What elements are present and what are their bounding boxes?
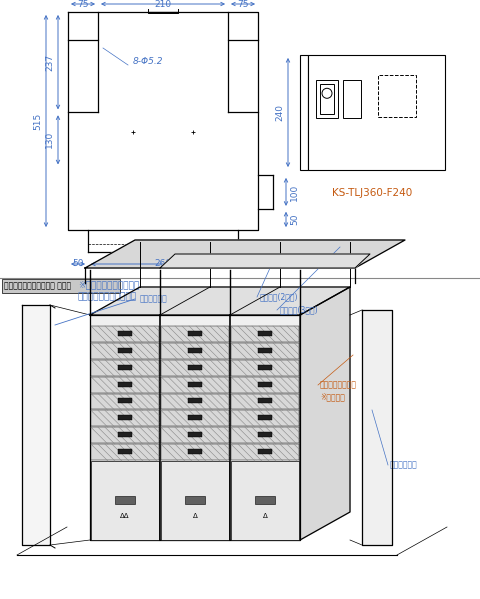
Bar: [258, 331, 272, 336]
Polygon shape: [90, 315, 300, 540]
Text: 郵便受箱取付下地: 郵便受箱取付下地: [320, 380, 357, 389]
Polygon shape: [160, 254, 370, 268]
Text: サイドパネル・上パネル 取付図: サイドパネル・上パネル 取付図: [4, 282, 71, 291]
Bar: [231, 427, 299, 443]
Polygon shape: [90, 287, 350, 315]
Bar: [91, 394, 159, 409]
Bar: [258, 398, 272, 404]
Bar: [343, 80, 361, 118]
Polygon shape: [362, 310, 392, 545]
Bar: [161, 444, 229, 460]
Text: 50: 50: [290, 214, 299, 225]
Text: 50: 50: [72, 259, 84, 268]
Bar: [118, 398, 132, 404]
Text: ΔΔ: ΔΔ: [120, 513, 130, 519]
Text: 上パネル(3列用): 上パネル(3列用): [280, 305, 319, 314]
Text: 75: 75: [237, 0, 249, 9]
Bar: [185, 496, 205, 504]
Text: サイドパネル: サイドパネル: [140, 295, 168, 304]
Polygon shape: [300, 287, 350, 540]
Bar: [258, 432, 272, 437]
Bar: [118, 432, 132, 437]
Bar: [258, 449, 272, 454]
Text: ※注）参照: ※注）参照: [320, 392, 345, 401]
Bar: [91, 427, 159, 443]
Bar: [231, 394, 299, 409]
Text: 130: 130: [45, 131, 54, 149]
Bar: [118, 382, 132, 386]
Bar: [188, 365, 202, 370]
Text: Δ: Δ: [263, 513, 267, 519]
Text: 237: 237: [45, 53, 54, 71]
Bar: [118, 331, 132, 336]
Text: 上パネル(2列用): 上パネル(2列用): [260, 292, 299, 301]
Bar: [231, 360, 299, 376]
Bar: [118, 365, 132, 370]
Bar: [161, 394, 229, 409]
Bar: [188, 398, 202, 404]
Bar: [231, 326, 299, 342]
Bar: [258, 415, 272, 420]
Bar: [91, 360, 159, 376]
Text: サイドパネル: サイドパネル: [390, 461, 418, 470]
Bar: [91, 377, 159, 392]
Bar: [161, 326, 229, 342]
Bar: [151, 247, 175, 252]
Text: Δ: Δ: [192, 513, 197, 519]
Bar: [231, 461, 299, 540]
Text: 260: 260: [155, 259, 171, 268]
Bar: [118, 415, 132, 420]
Text: KS-TLJ360-F240: KS-TLJ360-F240: [332, 188, 413, 198]
Bar: [188, 449, 202, 454]
Text: ※デリバリーボックスの: ※デリバリーボックスの: [78, 280, 139, 289]
Bar: [231, 343, 299, 359]
Bar: [161, 377, 229, 392]
Bar: [161, 461, 229, 540]
Bar: [231, 444, 299, 460]
Text: 100: 100: [290, 183, 299, 201]
Bar: [258, 365, 272, 370]
Bar: [118, 449, 132, 454]
Bar: [308, 55, 445, 170]
Bar: [91, 410, 159, 426]
Bar: [91, 444, 159, 460]
Bar: [258, 382, 272, 386]
Text: 8-Φ5.2: 8-Φ5.2: [133, 58, 164, 66]
Text: 50: 50: [242, 259, 254, 268]
Bar: [300, 55, 308, 170]
Text: 上面は全て同じです。: 上面は全て同じです。: [78, 292, 137, 301]
Polygon shape: [22, 305, 50, 545]
Bar: [188, 382, 202, 386]
Text: 210: 210: [155, 0, 171, 9]
Bar: [2, 279, 120, 293]
Bar: [255, 496, 275, 504]
Text: 515: 515: [33, 113, 42, 129]
Bar: [115, 496, 135, 504]
Bar: [316, 80, 338, 118]
Bar: [118, 348, 132, 353]
Bar: [161, 427, 229, 443]
Bar: [320, 84, 334, 114]
Bar: [231, 410, 299, 426]
Text: 75: 75: [77, 0, 89, 9]
Bar: [161, 343, 229, 359]
Bar: [161, 360, 229, 376]
Bar: [188, 348, 202, 353]
Bar: [188, 415, 202, 420]
Bar: [231, 377, 299, 392]
Bar: [161, 410, 229, 426]
Text: 240: 240: [275, 104, 284, 121]
Bar: [91, 461, 159, 540]
Bar: [258, 348, 272, 353]
Bar: [91, 326, 159, 342]
Bar: [378, 75, 416, 117]
Bar: [188, 331, 202, 336]
Bar: [188, 432, 202, 437]
Polygon shape: [85, 240, 405, 268]
Bar: [91, 343, 159, 359]
